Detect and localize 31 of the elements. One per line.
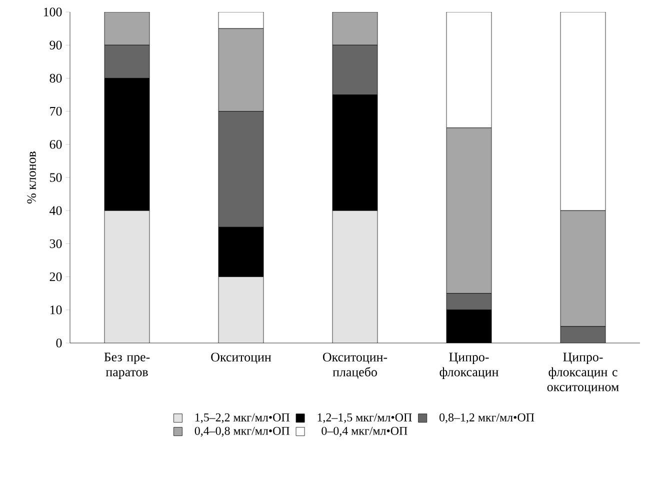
x-tick-label: Окситоцин- плацебо [322,352,388,379]
y-tick-label: 30 [50,239,62,248]
bar [332,210,378,343]
bar [104,44,150,78]
bar [104,210,150,343]
y-tick-label: 100 [44,8,62,16]
y-tick-label: 80 [50,74,62,83]
y-tick-label: 90 [50,40,62,50]
y-tick-label: 40 [50,206,62,215]
x-tick-label: Окситоцин [211,352,272,364]
bar [218,276,264,343]
bar [332,44,378,95]
legend-label: 1,2–1,5 мкг/мл•ОП [318,413,412,424]
bar [560,326,606,343]
y-tick-label: 60 [50,140,62,149]
y-tick-label: 50 [50,173,62,182]
x-tick-label: Ципро- флоксацин с окситоцином [547,352,619,394]
legend-label: 0,8–1,2 мкг/мл•ОП [440,413,534,424]
x-tick-label: Ципро- флоксацин [440,352,498,379]
y-tick-label: 70 [50,106,62,116]
y-tick-label: 10 [50,306,62,314]
legend-label: 1,5–2,2 мкг/мл•ОП [195,413,290,424]
y-tick-label: 0 [56,338,62,348]
bar [218,111,264,228]
y-tick-label: 20 [50,272,62,282]
x-tick-label: Без пре- паратов [104,352,150,379]
y-axis-title: % клонов [27,152,36,204]
bar [446,293,492,310]
bar [218,226,264,277]
legend-label: 0,4–0,8 мкг/мл•ОП [194,426,290,437]
legend-label: 0–0,4 мкг/мл•ОП [322,426,408,437]
